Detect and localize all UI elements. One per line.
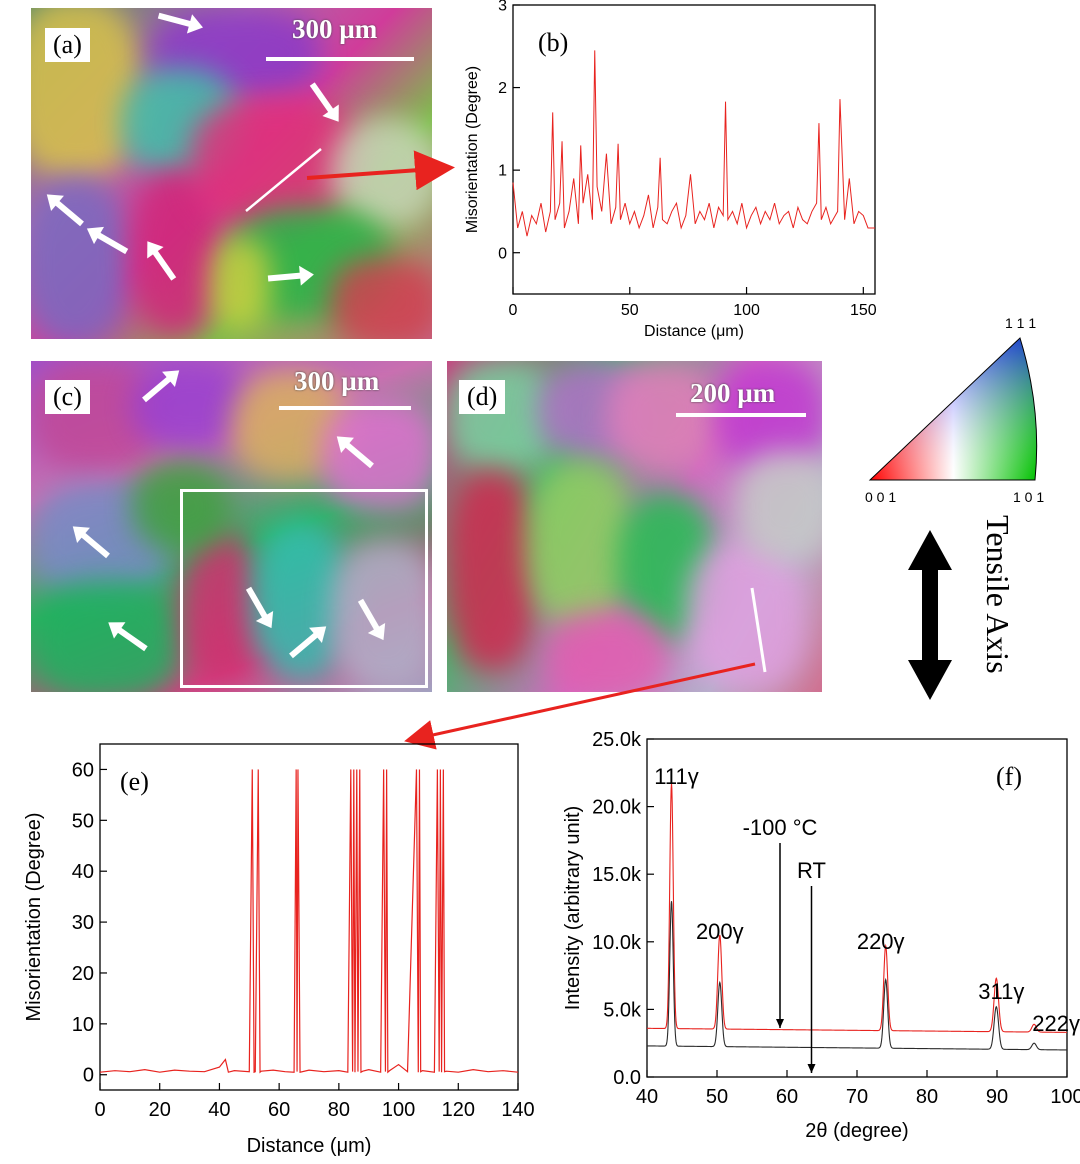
y-tick-label: 20 [72, 963, 94, 985]
x-tick-label: 40 [636, 1086, 658, 1108]
misorientation-line-b [512, 50, 875, 237]
chart-b: 0 50 100 150 0 1 2 3 Distance (μm) Misorientation… [464, 0, 877, 340]
x-tick-label: 100 [1050, 1086, 1080, 1108]
x-axis-label: 2θ (degree) [805, 1120, 908, 1142]
panel-label-c: (c) [45, 380, 90, 414]
y-tick-label: 60 [72, 759, 94, 781]
micrograph-c [31, 361, 432, 692]
x-axis-label: Distance (μm) [247, 1135, 372, 1157]
annotation-arrowhead [776, 1019, 784, 1028]
x-tick-label: 50 [621, 302, 639, 319]
x-tick-label: 140 [501, 1099, 534, 1121]
y-tick-label: 10.0k [592, 932, 642, 954]
y-tick-label: 15.0k [592, 864, 642, 886]
ipf-color-key: 1 1 1 0 0 1 1 0 1 [865, 315, 1044, 505]
tensile-axis-label: Tensile Axis [980, 515, 1016, 674]
x-tick-label: 60 [776, 1086, 798, 1108]
x-tick-label: 0 [94, 1099, 105, 1121]
x-tick-label: 120 [442, 1099, 475, 1121]
x-tick-label: 100 [382, 1099, 415, 1121]
tensile-axis-arrow-icon [908, 530, 952, 700]
scale-bar-a [266, 57, 414, 61]
scale-bar-label-a: 300 µm [292, 14, 378, 44]
scale-bar-label-d: 200 µm [690, 378, 776, 408]
annotation-label: RT [797, 858, 826, 883]
ipf-label-001: 0 0 1 [865, 489, 896, 505]
peak-label: 222γ [1032, 1011, 1080, 1036]
xrd-line-rt [646, 901, 1068, 1051]
y-tick-label: 30 [72, 912, 94, 934]
peak-label: 220γ [857, 929, 905, 954]
y-tick-label: 5.0k [603, 999, 642, 1021]
annotation-label: -100 °C [743, 815, 818, 840]
x-tick-label: 60 [268, 1099, 290, 1121]
x-tick-label: 70 [846, 1086, 868, 1108]
y-axis-label: Misorientation (Degree) [23, 813, 45, 1022]
x-axis-label: Distance (μm) [644, 323, 744, 340]
peak-label: 111γ [654, 764, 698, 789]
plot-frame [512, 4, 876, 295]
x-tick-label: 90 [986, 1086, 1008, 1108]
y-tick-label: 0 [83, 1065, 94, 1087]
y-tick-label: 1 [498, 163, 507, 180]
scale-bar-c [279, 406, 411, 410]
panel-label-d: (d) [459, 380, 506, 414]
y-tick-label: 20.0k [592, 797, 642, 819]
x-tick-label: 20 [149, 1099, 171, 1121]
scale-bar-label-c: 300 µm [294, 366, 380, 396]
x-tick-label: 40 [208, 1099, 230, 1121]
misorientation-line-e [99, 769, 519, 1074]
x-tick-label: 50 [706, 1086, 728, 1108]
x-tick-label: 80 [328, 1099, 350, 1121]
y-axis-label: Intensity (arbitrary unit) [562, 806, 584, 1011]
y-tick-label: 40 [72, 861, 94, 883]
x-tick-label: 150 [850, 302, 877, 319]
micrograph-a [31, 8, 432, 339]
y-tick-label: 25.0k [592, 729, 642, 751]
xrd-line-minus100 [646, 783, 1068, 1033]
panel-label-a: (a) [45, 28, 90, 62]
annotation-arrowhead [807, 1064, 816, 1073]
inset-frame [180, 489, 428, 688]
x-tick-label: 100 [733, 302, 760, 319]
scale-bar-d [676, 413, 806, 417]
panel-label-e: (e) [120, 767, 149, 796]
x-tick-label: 0 [509, 302, 518, 319]
ipf-label-101: 1 0 1 [1013, 489, 1044, 505]
x-tick-label: 80 [916, 1086, 938, 1108]
plot-frame [99, 743, 519, 1091]
panel-label-f: (f) [996, 762, 1022, 791]
y-axis-label: Misorientation (Degree) [464, 66, 481, 233]
y-tick-label: 0.0 [613, 1067, 641, 1089]
chart-f: 40 50 60 70 80 90 100 0.0 5.0k 10.0k 15.0k 20.0k 25.… [562, 729, 1080, 1142]
y-tick-label: 0 [498, 245, 507, 262]
panel-label-b: (b) [538, 28, 569, 57]
y-tick-label: 3 [498, 0, 507, 15]
chart-e: 0 20 40 60 80 100 120 140 0 10 20 30 40 50 60 Distance … [23, 743, 535, 1157]
peak-label: 200γ [696, 919, 744, 944]
y-tick-label: 2 [498, 80, 507, 97]
peak-label: 311γ [978, 979, 1024, 1004]
ipf-label-111: 1 1 1 [1005, 315, 1036, 331]
y-tick-label: 50 [72, 810, 94, 832]
y-tick-label: 10 [72, 1014, 94, 1036]
